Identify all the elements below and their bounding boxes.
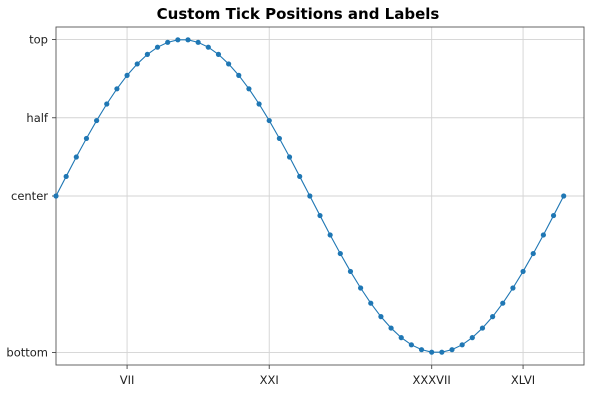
data-point [246, 86, 252, 92]
x-tick-label: XLVI [511, 373, 535, 387]
data-point [53, 193, 59, 199]
data-point [550, 212, 557, 219]
y-tick-label: center [11, 189, 48, 203]
data-point [185, 37, 191, 43]
data-point [73, 154, 79, 160]
x-tick-label: XXI [260, 373, 279, 387]
data-point [439, 349, 445, 355]
data-point [479, 325, 486, 331]
data-point [347, 268, 354, 275]
x-tick-label: XXXVII [413, 373, 451, 387]
data-point [104, 101, 110, 107]
data-point [378, 314, 384, 320]
grid-lines [56, 27, 584, 365]
data-point [561, 193, 567, 199]
data-point [297, 173, 303, 180]
data-point [266, 117, 272, 124]
data-point [520, 268, 526, 275]
data-point [114, 86, 120, 92]
data-point [469, 335, 475, 341]
data-point [134, 61, 140, 67]
data-point [317, 212, 323, 219]
data-point [276, 135, 282, 142]
data-point [286, 154, 293, 160]
data-point [226, 61, 232, 67]
data-point [154, 44, 161, 50]
data-point [236, 72, 242, 78]
data-point [388, 325, 394, 331]
data-point [337, 250, 343, 257]
data-point [418, 347, 425, 353]
data-point [124, 72, 130, 78]
y-tick-label: half [26, 111, 49, 125]
data-point [144, 51, 150, 57]
data-point [205, 44, 211, 50]
data-point [429, 349, 435, 355]
data-point [307, 193, 313, 199]
data-point [175, 37, 181, 43]
data-point [490, 314, 496, 320]
y-tick-label: bottom [6, 345, 48, 359]
data-point [500, 300, 506, 306]
data-point [530, 250, 536, 257]
data-point [256, 101, 262, 107]
data-point [195, 39, 201, 45]
data-point [408, 342, 414, 348]
y-tick-label: top [29, 33, 48, 47]
data-point [63, 173, 69, 180]
data-point [540, 232, 546, 238]
series-layer [53, 37, 567, 355]
data-point [449, 347, 455, 353]
chart-title: Custom Tick Positions and Labels [157, 5, 440, 23]
data-point [327, 232, 333, 238]
data-point [165, 39, 171, 45]
data-point [510, 285, 516, 291]
data-point [83, 135, 90, 142]
axis-ticks: VII XXI XXXVII XLVI bottom center half top [6, 33, 535, 387]
data-point [459, 342, 465, 348]
x-tick-label: VII [120, 373, 135, 387]
data-point [215, 51, 222, 57]
data-point [368, 300, 374, 306]
data-point [358, 285, 364, 291]
data-point [94, 117, 100, 124]
data-point [398, 335, 404, 341]
